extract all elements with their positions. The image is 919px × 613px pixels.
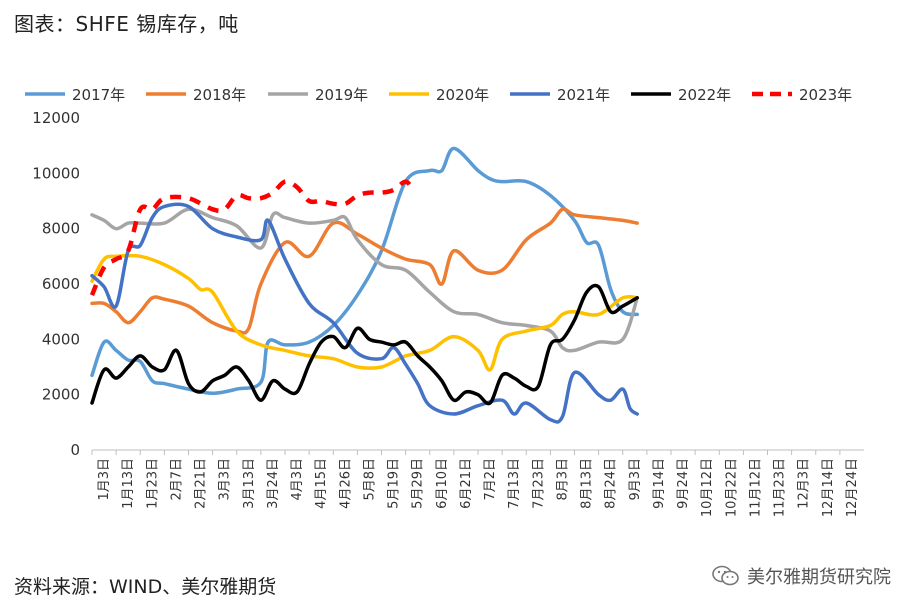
legend-label: 2021年 — [557, 86, 610, 104]
x-tick-label: 8月3日 — [555, 458, 570, 501]
series-line-2018年 — [90, 207, 639, 335]
x-tick-label: 8月24日 — [604, 458, 619, 509]
series-line-2019年 — [90, 207, 639, 353]
x-tick-label: 3月3日 — [218, 458, 233, 501]
x-tick-label: 12月3日 — [797, 458, 812, 509]
y-tick-label: 8000 — [42, 220, 80, 238]
x-tick-label: 5月19日 — [387, 458, 402, 509]
x-tick-label: 2月21日 — [194, 458, 209, 509]
x-tick-label: 12月24日 — [845, 458, 860, 517]
series-line-2021年 — [90, 202, 639, 424]
x-tick-label: 5月29日 — [411, 458, 426, 509]
y-tick-label: 4000 — [42, 330, 80, 348]
legend-label: 2017年 — [72, 86, 125, 104]
x-tick-label: 1月3日 — [97, 458, 112, 501]
x-tick-label: 11月23日 — [773, 458, 788, 517]
legend-label: 2022年 — [678, 86, 731, 104]
x-tick-label: 6月10日 — [435, 458, 450, 509]
series-line-2023年 — [89, 179, 415, 296]
x-tick-label: 1月13日 — [121, 458, 136, 509]
x-tick-label: 6月21日 — [459, 458, 474, 509]
x-tick-label: 7月2日 — [483, 458, 498, 501]
x-tick-label: 10月22日 — [724, 458, 739, 517]
y-tick-label: 2000 — [42, 386, 80, 404]
y-tick-label: 10000 — [32, 164, 80, 182]
x-tick-label: 8月13日 — [580, 458, 595, 509]
figure-title: 图表：SHFE 锡库存，吨 — [14, 12, 239, 36]
x-tick-label: 4月26日 — [338, 458, 353, 509]
legend: 2017年 2018年 2019年 2020年 2021年 2022年 2023年 — [25, 86, 852, 104]
x-tick-label: 9月3日 — [628, 458, 643, 501]
series-line-2017年 — [90, 146, 639, 396]
x-tick-label: 3月13日 — [242, 458, 257, 509]
x-tick-label: 7月23日 — [531, 458, 546, 509]
x-tick-label: 9月14日 — [652, 458, 667, 509]
x-tick-label: 4月3日 — [290, 458, 305, 501]
series-group — [89, 146, 639, 424]
x-axis: 1月3日 1月13日 1月23日 2月7日 2月21日 3月3日 3月13日 3月24日 4月3… — [91, 449, 864, 517]
watermark-text: 美尔雅期货研究院 — [747, 567, 891, 588]
legend-label: 2020年 — [436, 86, 489, 104]
legend-label: 2018年 — [193, 86, 246, 104]
x-tick-label: 1月23日 — [145, 458, 160, 509]
wechat-icon — [712, 565, 739, 586]
series-line-2020年 — [90, 253, 639, 372]
y-axis: 0 2000 4000 6000 8000 10000 12000 — [32, 109, 80, 459]
series-line-2022年 — [90, 283, 639, 406]
legend-label: 2019年 — [315, 86, 368, 104]
y-tick-label: 6000 — [42, 275, 80, 293]
x-tick-label: 11月12日 — [748, 458, 763, 517]
x-tick-label: 12月14日 — [821, 458, 836, 517]
source-note: 资料来源：WIND、美尔雅期货 — [14, 576, 277, 598]
x-tick-label: 2月7日 — [169, 458, 184, 501]
x-tick-label: 9月24日 — [676, 458, 691, 509]
legend-label: 2023年 — [799, 86, 852, 104]
y-tick-label: 0 — [70, 441, 80, 459]
x-tick-label: 3月24日 — [266, 458, 281, 509]
watermark: 美尔雅期货研究院 — [711, 563, 891, 589]
x-tick-label: 10月12日 — [700, 458, 715, 517]
x-tick-label: 4月15日 — [314, 458, 329, 509]
x-tick-label: 5月8日 — [362, 458, 377, 501]
y-tick-label: 12000 — [32, 109, 80, 127]
x-tick-label: 7月13日 — [507, 458, 522, 509]
